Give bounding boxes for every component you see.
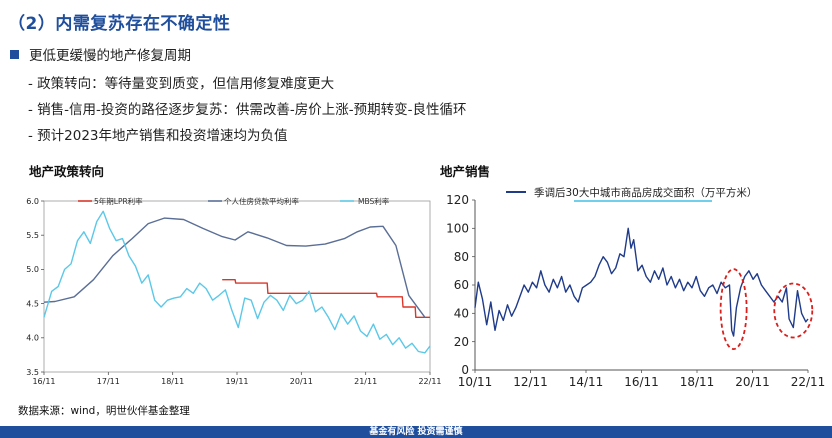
right-chart-title: 地产销售 xyxy=(440,164,491,179)
annotation-circle-2020 xyxy=(719,268,748,350)
y-tick-label: 0 xyxy=(461,363,469,377)
x-tick-label: 22/11 xyxy=(791,375,826,389)
data-source-note: 数据来源：wind，明世伙伴基金整理 xyxy=(18,405,190,417)
x-tick-label: 10/11 xyxy=(458,375,493,389)
y-tick-label: 4.5 xyxy=(26,299,39,308)
y-tick-label: 40 xyxy=(454,307,469,321)
y-tick-label: 80 xyxy=(454,250,469,264)
x-tick-label: 20/11 xyxy=(290,377,313,386)
page-title: （2）内需复苏存在不确定性 xyxy=(8,14,231,34)
x-tick-label: 17/11 xyxy=(97,377,120,386)
series-line-2 xyxy=(43,210,431,354)
x-tick-label: 22/11 xyxy=(418,377,441,386)
x-tick-label: 12/11 xyxy=(513,375,548,389)
series-line-0 xyxy=(474,227,809,337)
series-line-0 xyxy=(222,279,430,318)
right-chart: 0 20 40 60 80 100 120 10/11 12/11 14/11 16/11 18/11… xyxy=(446,186,825,389)
sub-item-forecast: - 预计2023年地产销售和投资增速均为负值 xyxy=(28,128,288,144)
x-tick-label: 18/11 xyxy=(680,375,715,389)
y-tick-label: 5.5 xyxy=(26,231,39,240)
series-line-1 xyxy=(43,217,426,318)
y-tick-label: 5.0 xyxy=(26,265,39,274)
y-tick-label: 60 xyxy=(454,278,469,292)
footer-disclaimer: 基金有风险 投资需谨慎 xyxy=(0,426,832,438)
x-tick-label: 14/11 xyxy=(569,375,604,389)
x-tick-label: 16/11 xyxy=(624,375,659,389)
square-bullet-icon xyxy=(10,50,19,59)
x-tick-label: 20/11 xyxy=(735,375,770,389)
legend-label-2: MBS利率 xyxy=(358,196,390,206)
y-tick-label: 120 xyxy=(446,193,469,207)
left-chart: 3.5 4.0 4.5 5.0 5.5 6.0 16/11 17/11 18/11 19/11 20… xyxy=(26,196,441,386)
y-tick-label: 100 xyxy=(446,222,469,236)
left-chart-title: 地产政策转向 xyxy=(29,164,105,179)
y-tick-label: 20 xyxy=(454,335,469,349)
legend-label-1: 个人住房贷款平均利率 xyxy=(224,196,299,206)
y-tick-label: 4.0 xyxy=(26,334,39,343)
x-tick-label: 16/11 xyxy=(32,377,55,386)
y-tick-label: 6.0 xyxy=(26,197,39,206)
y-tick-label: 3.5 xyxy=(26,368,39,377)
bullet-point: 更低更缓慢的地产修复周期 xyxy=(10,44,191,64)
x-tick-label: 19/11 xyxy=(225,377,248,386)
x-tick-label: 21/11 xyxy=(354,377,377,386)
legend-label-sales: 季调后30大中城市商品房成交面积（万平方米） xyxy=(534,186,757,199)
sub-item-policy: - 政策转向：等待量变到质变，但信用修复难度更大 xyxy=(28,76,335,92)
bullet-text: 更低更缓慢的地产修复周期 xyxy=(29,48,191,64)
annotation-circle-2022 xyxy=(773,282,814,339)
x-tick-label: 18/11 xyxy=(161,377,184,386)
sub-item-path: - 销售-信用-投资的路径逐步复苏：供需改善-房价上涨-预期转变-良性循环 xyxy=(28,102,467,118)
legend-label-0: 5年期LPR利率 xyxy=(94,196,143,206)
